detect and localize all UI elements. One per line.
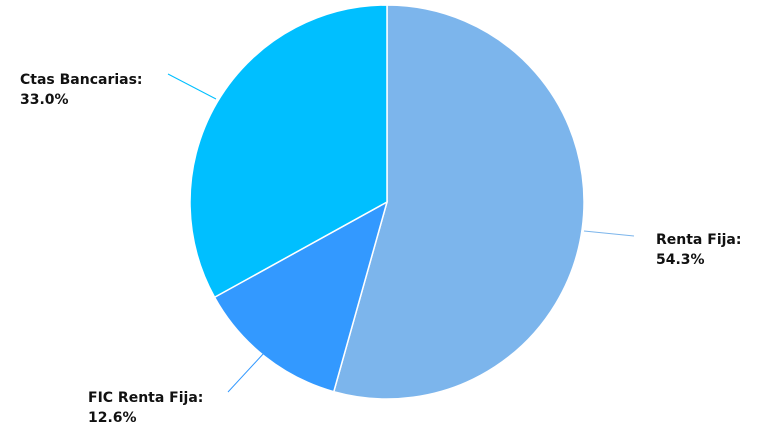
data-label-value: 12.6% [88, 410, 137, 426]
connector-fic-renta-fija [227, 352, 265, 393]
data-label-fic-renta-fija: FIC Renta Fija: 12.6% [88, 390, 203, 426]
data-label-ctas-bancarias: Ctas Bancarias: 33.0% [20, 72, 143, 108]
data-label-renta-fija: Renta Fija: 54.3% [656, 232, 741, 268]
pie-slice-fic-renta-fija[interactable] [213, 200, 389, 393]
pie-slice-renta-fija[interactable] [332, 4, 585, 400]
data-label-name: FIC Renta Fija: [88, 390, 203, 406]
data-label-name: Ctas Bancarias: [20, 72, 143, 88]
data-labels: Renta Fija: 54.3% FIC Renta Fija: 12.6% Ctas… [20, 72, 741, 426]
pie-slice-ctas-bancarias[interactable] [189, 4, 388, 299]
label-connectors [167, 73, 635, 393]
connector-ctas-bancarias [167, 73, 217, 100]
data-label-value: 54.3% [656, 252, 705, 268]
connector-renta-fija [583, 230, 635, 237]
pie-slices [189, 4, 585, 400]
data-label-name: Renta Fija: [656, 232, 741, 248]
data-label-value: 33.0% [20, 92, 69, 108]
